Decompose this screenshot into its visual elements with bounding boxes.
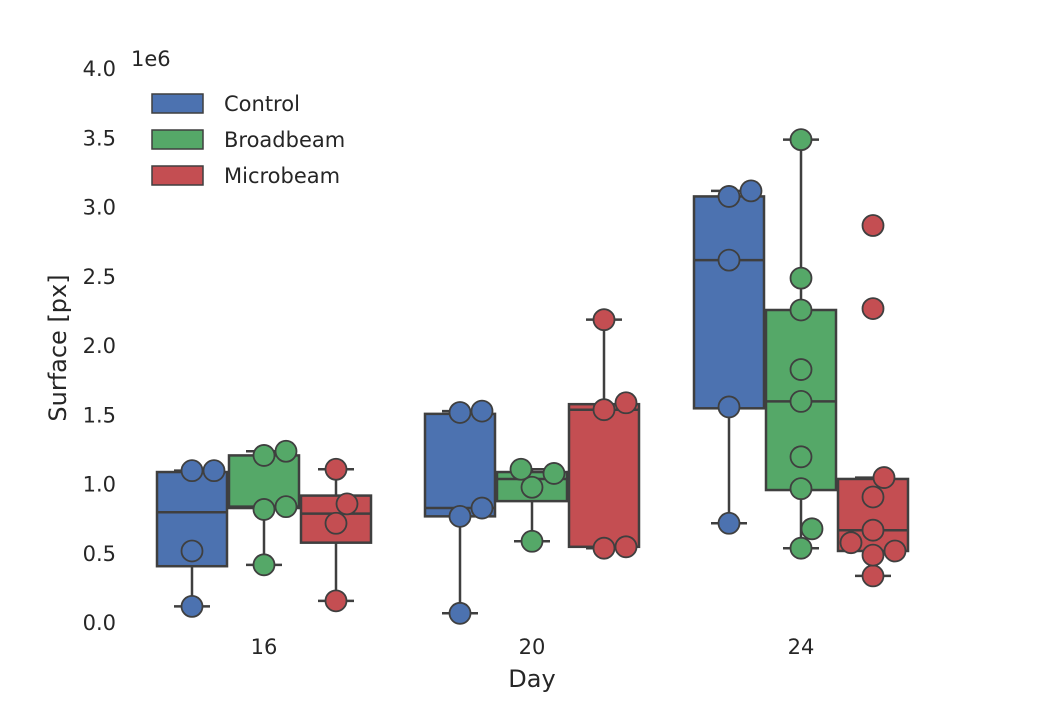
y-tick-label: 3.0 xyxy=(83,196,116,220)
box-group-broadbeam xyxy=(227,439,301,577)
y-tick-label: 4.0 xyxy=(83,57,116,81)
legend-swatch-microbeam xyxy=(151,165,204,186)
data-point-control xyxy=(470,399,494,423)
data-point-microbeam xyxy=(861,518,885,542)
data-point-control xyxy=(448,601,472,625)
y-axis: 0.0 0.5 1.0 1.5 2.0 2.5 3.0 3.5 4.0 xyxy=(83,57,116,635)
data-point-microbeam xyxy=(861,485,885,509)
y-offset-label: 1e6 xyxy=(131,47,171,71)
data-point-microbeam xyxy=(861,214,885,237)
x-axis: 16 20 24 xyxy=(251,635,815,659)
data-point-broadbeam xyxy=(800,517,824,541)
box-group-microbeam xyxy=(567,308,641,560)
x-tick-label: 24 xyxy=(788,635,815,659)
data-point-microbeam xyxy=(872,466,896,489)
data-point-broadbeam xyxy=(789,266,813,290)
data-point-microbeam xyxy=(861,297,885,321)
x-tick-label: 16 xyxy=(251,635,278,659)
data-point-broadbeam xyxy=(252,444,276,467)
data-point-control xyxy=(717,248,741,272)
data-point-broadbeam xyxy=(274,495,298,519)
data-point-microbeam xyxy=(324,589,348,613)
data-point-microbeam xyxy=(324,511,348,535)
legend: Control Broadbeam Microbeam xyxy=(151,92,345,188)
legend-label-microbeam: Microbeam xyxy=(224,164,340,188)
box-microbeam xyxy=(567,402,641,549)
data-point-microbeam xyxy=(614,535,638,559)
legend-swatch-broadbeam xyxy=(151,129,204,150)
y-tick-label: 3.5 xyxy=(83,126,116,150)
data-point-control xyxy=(470,496,494,520)
data-point-microbeam xyxy=(839,531,863,555)
data-point-broadbeam xyxy=(252,498,276,521)
data-point-microbeam xyxy=(861,543,885,567)
box-group-microbeam xyxy=(836,214,910,588)
data-point-broadbeam xyxy=(520,529,544,553)
data-point-control xyxy=(739,179,763,203)
data-point-control xyxy=(717,511,741,535)
data-point-broadbeam xyxy=(789,536,813,560)
data-point-broadbeam xyxy=(274,439,298,463)
data-point-microbeam xyxy=(335,492,359,516)
box-control xyxy=(692,195,766,410)
y-tick-label: 2.0 xyxy=(83,334,116,358)
box-group-broadbeam xyxy=(495,457,569,553)
data-point-control xyxy=(448,401,472,424)
y-axis-label: Surface [px] xyxy=(44,274,72,421)
y-tick-label: 0.0 xyxy=(83,611,116,635)
box-group-control xyxy=(155,459,229,618)
legend-label-control: Control xyxy=(224,92,300,116)
y-tick-label: 2.5 xyxy=(83,265,116,289)
data-point-microbeam xyxy=(861,564,885,588)
x-tick-label: 20 xyxy=(519,635,546,659)
box-group-broadbeam xyxy=(764,128,838,560)
data-point-broadbeam xyxy=(789,389,813,413)
data-point-microbeam xyxy=(592,536,616,560)
data-point-broadbeam xyxy=(789,358,813,381)
box-group-control xyxy=(423,399,497,625)
x-axis-label: Day xyxy=(508,665,555,693)
data-point-control xyxy=(717,185,741,208)
data-point-broadbeam xyxy=(789,298,813,322)
legend-label-broadbeam: Broadbeam xyxy=(224,128,345,152)
data-point-microbeam xyxy=(614,391,638,415)
plot-area xyxy=(155,128,910,625)
data-point-microbeam xyxy=(324,457,348,481)
data-point-broadbeam xyxy=(789,445,813,469)
data-point-microbeam xyxy=(883,539,907,563)
data-point-broadbeam xyxy=(789,477,813,501)
data-point-control xyxy=(717,395,741,419)
data-point-broadbeam xyxy=(252,553,276,577)
box-group-microbeam xyxy=(299,457,373,613)
y-tick-label: 1.0 xyxy=(83,473,116,497)
data-point-control xyxy=(180,459,204,483)
box-group-control xyxy=(692,179,766,535)
data-point-control xyxy=(180,594,204,618)
data-point-broadbeam xyxy=(509,457,533,481)
data-point-broadbeam xyxy=(542,462,566,485)
data-point-control xyxy=(202,459,226,483)
data-point-control xyxy=(180,539,204,563)
data-point-microbeam xyxy=(592,398,616,422)
data-point-microbeam xyxy=(592,308,616,332)
data-point-broadbeam xyxy=(520,475,544,499)
data-point-broadbeam xyxy=(789,128,813,152)
y-tick-label: 1.5 xyxy=(83,403,116,427)
legend-swatch-control xyxy=(151,93,204,114)
data-point-control xyxy=(448,504,472,528)
y-tick-label: 0.5 xyxy=(83,542,116,566)
